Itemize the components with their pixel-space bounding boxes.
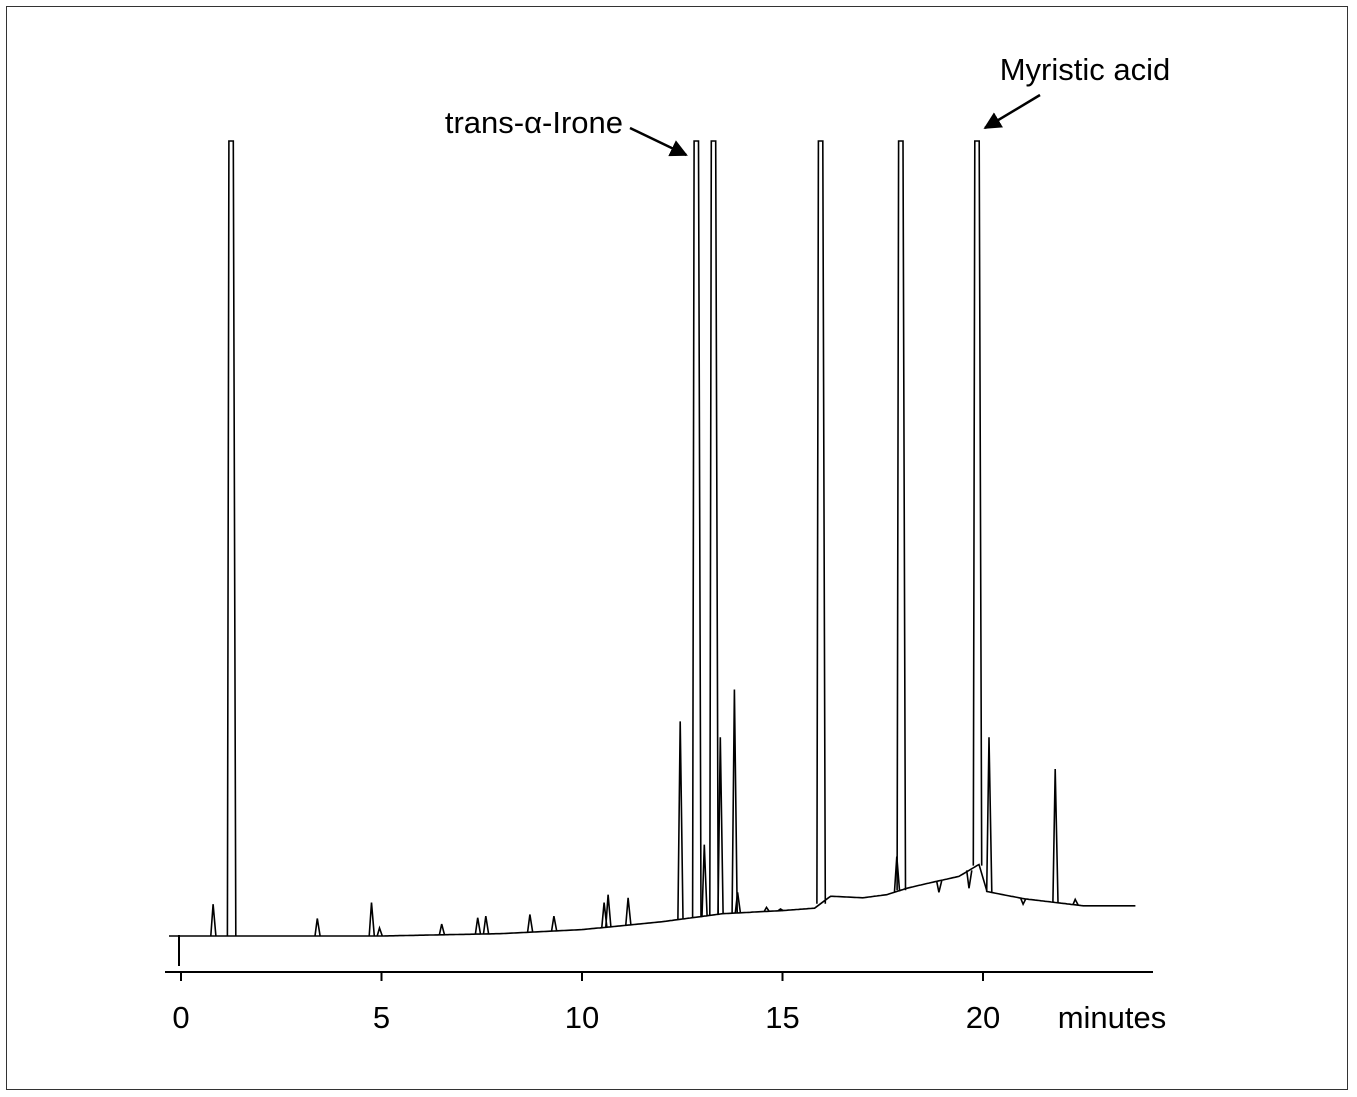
x-tick-label: 10	[565, 1000, 599, 1035]
x-unit-label: minutes	[1058, 1000, 1167, 1035]
x-tick-label: 15	[765, 1000, 799, 1035]
peak	[985, 737, 993, 892]
peak-clipped	[816, 140, 827, 904]
peak	[1020, 898, 1027, 907]
peak	[1052, 768, 1059, 903]
peak	[1072, 897, 1079, 906]
peak	[777, 908, 784, 912]
figure-frame	[6, 6, 1348, 1090]
annotations: trans-α-Irone Myristic acid	[445, 52, 1171, 157]
peak	[474, 917, 482, 935]
peak	[368, 902, 376, 937]
peak	[625, 897, 632, 926]
peak	[763, 905, 770, 912]
peak	[314, 918, 321, 937]
peak	[550, 915, 558, 932]
peak	[210, 904, 217, 937]
peak-clipped	[709, 140, 719, 915]
annotation-arrow	[629, 126, 688, 157]
annotation-label: trans-α-Irone	[445, 105, 623, 140]
peak-clipped	[226, 140, 237, 937]
peak	[677, 721, 684, 920]
peak-clipped	[691, 140, 702, 918]
peak-clipped	[896, 140, 907, 891]
peak	[701, 844, 708, 917]
peak	[965, 870, 973, 889]
peak-clipped	[972, 140, 983, 866]
peak	[376, 925, 384, 937]
annotation-arrow	[983, 93, 1041, 130]
peak	[438, 923, 446, 936]
baseline-trace	[169, 863, 1136, 937]
peak	[605, 894, 612, 928]
peak	[734, 892, 742, 914]
peak	[482, 915, 490, 935]
peak	[731, 689, 738, 914]
x-tick-label: 0	[172, 1000, 189, 1035]
annotation-label: Myristic acid	[1000, 52, 1171, 87]
x-tick-label: 5	[373, 1000, 390, 1035]
trace-layer	[169, 140, 1136, 937]
x-tick-label: 20	[966, 1000, 1000, 1035]
x-ticks: 0 5 10 15 20	[172, 972, 1000, 1035]
x-axis	[165, 935, 1153, 973]
peak	[717, 737, 724, 915]
peak	[935, 880, 943, 893]
peak	[526, 914, 534, 933]
